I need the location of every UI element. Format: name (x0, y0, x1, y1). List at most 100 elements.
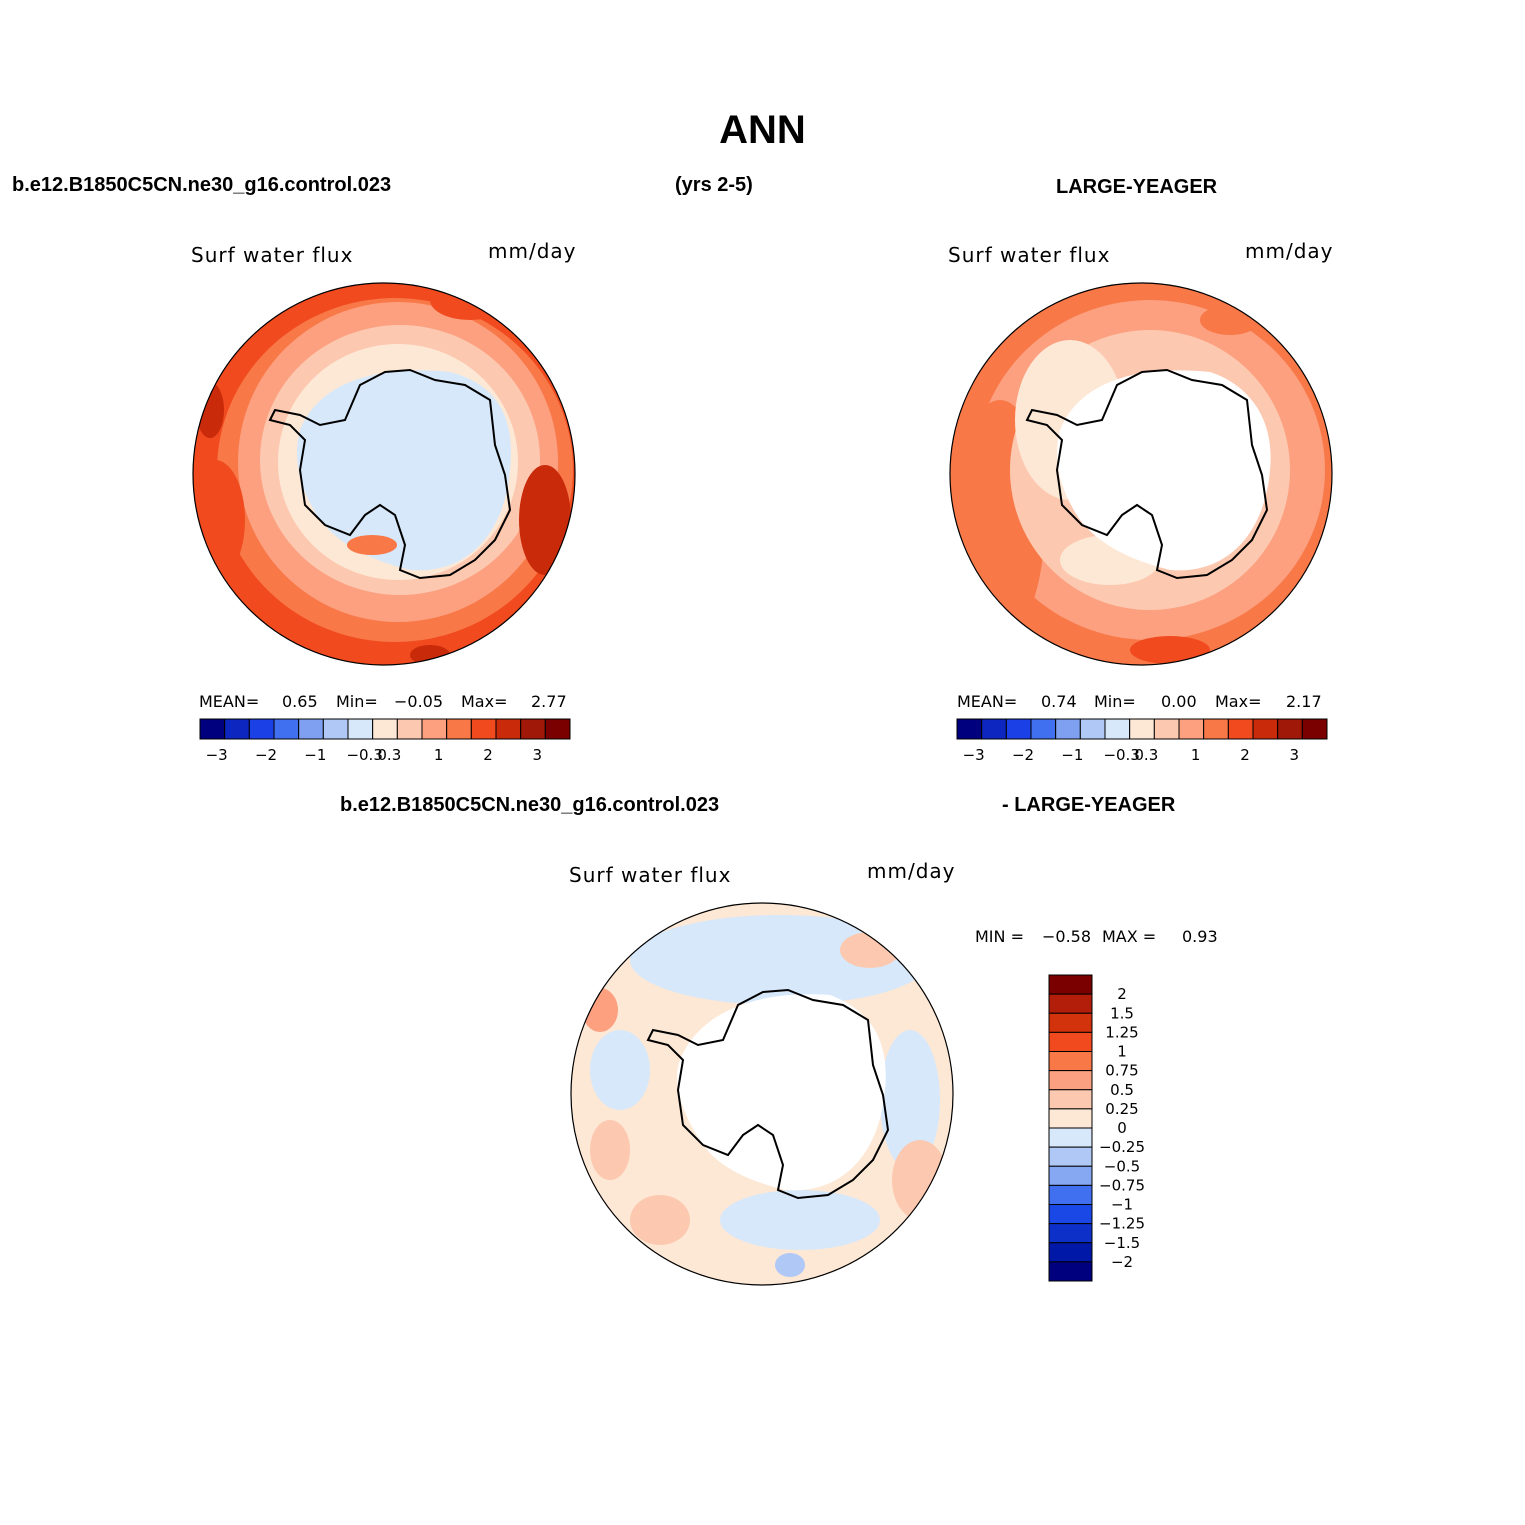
panel1-colorbar-swatch (495, 718, 522, 740)
panel1-colorbar: −3 −2 −1 −0.30.3 1 2 3 (199, 718, 571, 764)
diff-colorbar-swatch (1048, 1204, 1093, 1225)
panel2-colorbar-swatch (1301, 718, 1328, 740)
panel2-colorbar-tick: −0.3 (1103, 746, 1139, 764)
panel1-colorbar-tick: 2 (483, 746, 493, 764)
panel2-max-label: Max= (1215, 692, 1262, 711)
diff-obs-name: - LARGE-YEAGER (1002, 794, 1176, 816)
diff-colorbar-label: 1.25 (1105, 1023, 1138, 1041)
diff-colorbar-label: −0.25 (1099, 1138, 1145, 1156)
panel1-max: 2.77 (531, 692, 567, 711)
panel2-map (950, 283, 1332, 665)
figure-title: ANN (719, 108, 806, 152)
diff-colorbar-label: −0.5 (1104, 1157, 1140, 1175)
panel1-units: mm/day (488, 239, 577, 263)
diff-colorbar-label: 0 (1117, 1119, 1127, 1137)
panel2-colorbar-tick: 1 (1191, 746, 1201, 764)
panel2-colorbar-tick: 0.3 (1134, 746, 1158, 764)
panel2-colorbar-tick: 2 (1240, 746, 1250, 764)
panel2-colorbar-tick: −1 (1061, 746, 1083, 764)
diff-colorbar-swatch (1048, 1165, 1093, 1186)
panel2-min: 0.00 (1161, 692, 1197, 711)
diff-colorbar-swatch (1048, 1223, 1093, 1244)
diff-colorbar-swatch (1048, 1184, 1093, 1205)
panel2-colorbar-swatch (1277, 718, 1303, 740)
panel2-mean: 0.74 (1041, 692, 1077, 711)
panel1-colorbar-tick: −2 (255, 746, 277, 764)
panel2-colorbar-tick: −3 (963, 746, 985, 764)
panel1-colorbar-swatch (520, 718, 546, 740)
panel1-colorbar-tick: 0.3 (377, 746, 401, 764)
panel2-min-label: Min= (1094, 692, 1136, 711)
panel1-colorbar-swatch (224, 718, 250, 740)
diff-colorbar-swatch (1048, 1127, 1093, 1148)
panel2-mean-label: MEAN= (957, 692, 1018, 711)
panel2-max: 2.17 (1286, 692, 1322, 711)
panel3-max-label: MAX = (1102, 927, 1157, 946)
panel2-colorbar-swatch (1203, 718, 1229, 740)
diff-colorbar-label: 0.75 (1105, 1062, 1138, 1080)
diff-colorbar-label: −2 (1111, 1253, 1133, 1271)
panel2-colorbar-swatch (1104, 718, 1131, 740)
panel1-colorbar-tick: −3 (206, 746, 228, 764)
panel1-min-label: Min= (336, 692, 378, 711)
panel1-colorbar-swatch (421, 718, 448, 740)
panel1-colorbar-tick: 3 (533, 746, 543, 764)
diff-colorbar-swatch (1048, 1261, 1093, 1282)
panel2-colorbar-swatch (1252, 718, 1279, 740)
diff-colorbar-swatch (1048, 1089, 1093, 1110)
panel1-colorbar-swatch (470, 718, 497, 740)
diff-colorbar-label: −1 (1111, 1196, 1133, 1214)
panel1-min: −0.05 (394, 692, 444, 711)
panel2-colorbar-swatch (1129, 718, 1155, 740)
diff-colorbar-swatch (1048, 974, 1093, 995)
panel2-colorbar-swatch (1030, 718, 1057, 740)
diff-colorbar-swatch (1048, 1108, 1093, 1129)
panel1-colorbar-tick: −1 (304, 746, 326, 764)
panel1-mean-label: MEAN= (199, 692, 260, 711)
panel1-colorbar-tick: 1 (434, 746, 444, 764)
diff-colorbar-swatch (1048, 1146, 1093, 1167)
diff-colorbar-label: 1.5 (1110, 1004, 1134, 1022)
years-label: (yrs 2-5) (675, 174, 753, 196)
panel1-colorbar-swatch (322, 718, 349, 740)
panel1-colorbar-swatch (396, 718, 423, 740)
panel2-units: mm/day (1245, 239, 1334, 263)
diff-colorbar-label: 1 (1117, 1043, 1127, 1061)
panel3-antarctica-coastline (646, 988, 890, 1200)
diff-colorbar-swatch (1048, 1051, 1093, 1072)
diff-case-name: b.e12.B1850C5CN.ne30_g16.control.023 (340, 794, 720, 816)
panel1-colorbar-swatch (273, 718, 300, 740)
panel1-antarctica-coastline (268, 368, 512, 580)
panel1-colorbar-swatch (199, 718, 226, 740)
panel1-colorbar-swatch (446, 718, 472, 740)
panel1-colorbar-swatch (544, 718, 571, 740)
panel1-map (193, 283, 575, 665)
diff-colorbar-swatch (1048, 1242, 1093, 1263)
panel3-min: −0.58 (1042, 927, 1092, 946)
case-name-left: b.e12.B1850C5CN.ne30_g16.control.023 (12, 174, 392, 196)
panel1-colorbar-swatch (372, 718, 398, 740)
diff-colorbar-label: 2 (1117, 985, 1127, 1003)
panel1-colorbar-swatch (298, 718, 324, 740)
panel2-colorbar: −3 −2 −1 −0.30.3 1 2 3 (956, 718, 1328, 764)
panel2-colorbar-swatch (981, 718, 1007, 740)
panel2-colorbar-swatch (956, 718, 983, 740)
panel3-units: mm/day (867, 859, 956, 883)
panel1-colorbar-swatch (347, 718, 374, 740)
panel2-antarctica-coastline (1025, 368, 1269, 580)
panel1-variable: Surf water flux (191, 243, 354, 267)
panel3-map (571, 903, 953, 1285)
diff-colorbar-label: −1.25 (1099, 1215, 1145, 1233)
diff-colorbar-label: 0.25 (1105, 1100, 1138, 1118)
panel2-colorbar-swatch (1227, 718, 1254, 740)
diff-colorbar-label: 0.5 (1110, 1081, 1134, 1099)
panel1-colorbar-tick: −0.3 (346, 746, 382, 764)
panel1-mean: 0.65 (282, 692, 318, 711)
diff-colorbar: 21.51.25 10.750.50.250−0.25−0.5−0.75 −1−1.… (1048, 974, 1145, 1282)
diff-colorbar-label: −0.75 (1099, 1176, 1145, 1194)
panel2-colorbar-tick: 3 (1290, 746, 1300, 764)
panel3-max: 0.93 (1182, 927, 1218, 946)
panel2-colorbar-tick: −2 (1012, 746, 1034, 764)
diff-colorbar-swatch (1048, 993, 1093, 1014)
panel2-variable: Surf water flux (948, 243, 1111, 267)
